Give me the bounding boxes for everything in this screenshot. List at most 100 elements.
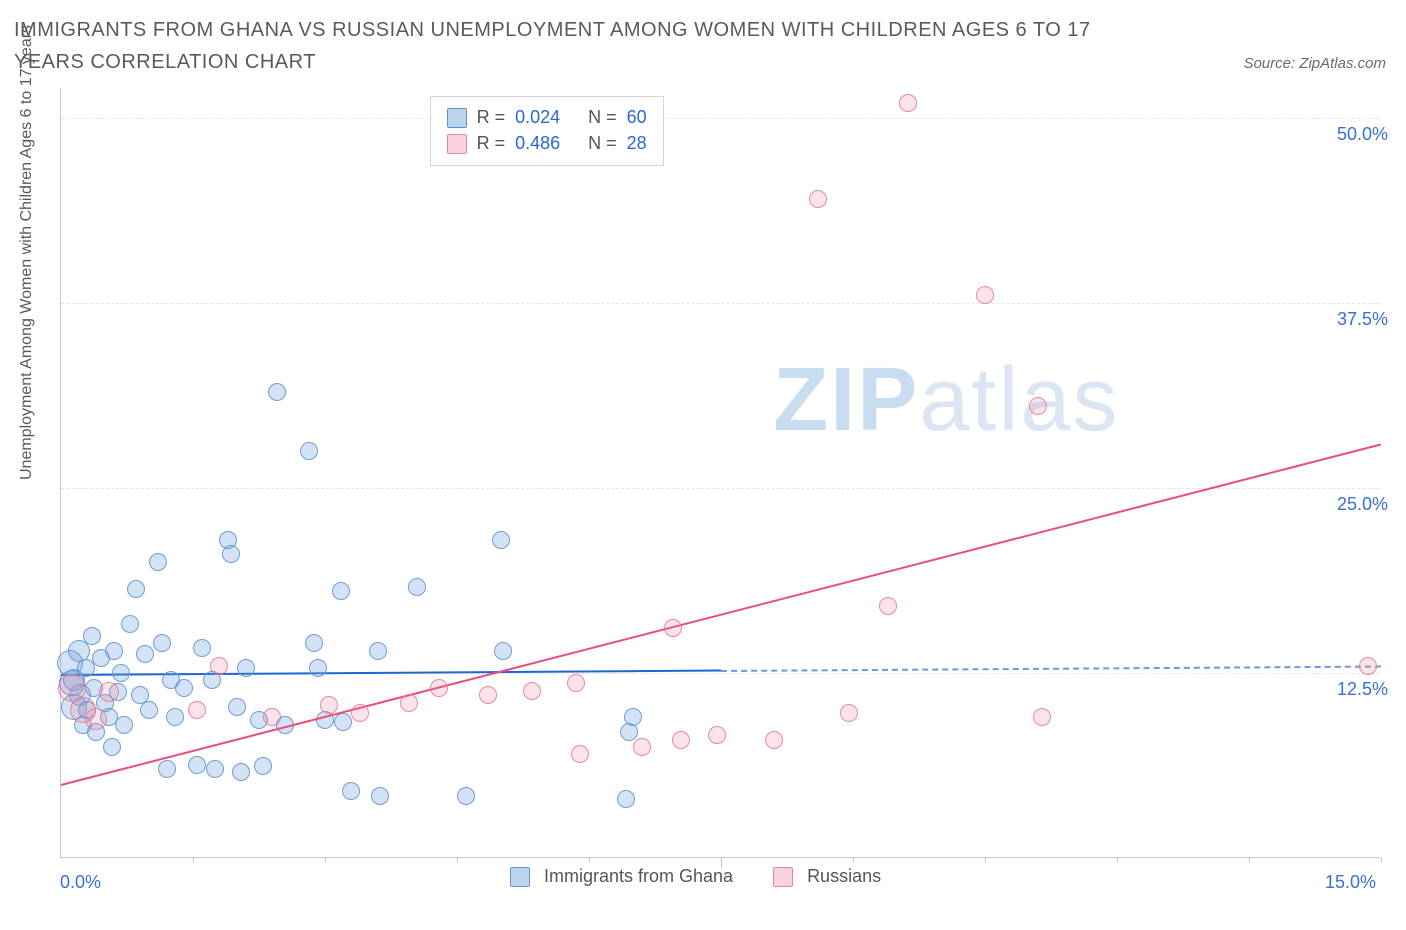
data-point	[136, 645, 154, 663]
x-tick	[589, 857, 590, 863]
x-label-left: 0.0%	[60, 872, 101, 893]
data-point	[115, 716, 133, 734]
plot-area: ZIPatlas	[60, 88, 1380, 858]
square-pink-icon	[773, 867, 793, 887]
stats-R-value: 0.486	[515, 133, 560, 154]
data-point	[765, 731, 783, 749]
data-point	[105, 642, 123, 660]
data-point	[809, 190, 827, 208]
data-point	[149, 553, 167, 571]
data-point	[369, 642, 387, 660]
data-point	[840, 704, 858, 722]
data-point	[305, 634, 323, 652]
data-point	[320, 696, 338, 714]
data-point	[492, 531, 510, 549]
y-tick-label: 37.5%	[1308, 309, 1388, 330]
data-point	[899, 94, 917, 112]
data-point	[309, 659, 327, 677]
data-point	[408, 578, 426, 596]
data-point	[624, 708, 642, 726]
data-point	[127, 580, 145, 598]
data-point	[351, 704, 369, 722]
data-point	[99, 682, 119, 702]
data-point	[567, 674, 585, 692]
data-point	[1033, 708, 1051, 726]
data-point	[1359, 657, 1377, 675]
data-point	[400, 694, 418, 712]
data-point	[571, 745, 589, 763]
data-point	[633, 738, 651, 756]
data-point	[263, 708, 281, 726]
x-tick	[193, 857, 194, 863]
data-point	[228, 698, 246, 716]
data-point	[479, 686, 497, 704]
stats-R-label: R =	[477, 133, 506, 154]
data-point	[708, 726, 726, 744]
square-blue-icon	[510, 867, 530, 887]
x-tick	[457, 857, 458, 863]
legend-label: Russians	[807, 866, 881, 887]
data-point	[342, 782, 360, 800]
data-point	[112, 664, 130, 682]
data-point	[371, 787, 389, 805]
data-point	[210, 657, 228, 675]
square-pink-icon	[447, 134, 467, 154]
data-point	[153, 634, 171, 652]
x-tick	[1381, 857, 1382, 863]
bottom-legend: Immigrants from Ghana Russians	[510, 866, 907, 887]
data-point	[222, 545, 240, 563]
data-point	[457, 787, 475, 805]
data-point	[300, 442, 318, 460]
data-point	[334, 713, 352, 731]
stats-row: R =0.024N =60	[447, 105, 647, 131]
y-tick-label: 25.0%	[1308, 494, 1388, 515]
data-point	[232, 763, 250, 781]
data-point	[206, 760, 224, 778]
data-point	[879, 597, 897, 615]
chart-title: IMMIGRANTS FROM GHANA VS RUSSIAN UNEMPLO…	[14, 14, 1114, 78]
stats-N-value: 60	[627, 107, 647, 128]
data-point	[85, 708, 107, 730]
data-point	[617, 790, 635, 808]
stats-box: R = 0.024 N = 60 R = 0.486 N = 28	[430, 96, 664, 166]
data-point	[237, 659, 255, 677]
data-point	[175, 679, 193, 697]
x-label-right: 15.0%	[1325, 872, 1376, 893]
watermark-bold: ZIP	[773, 350, 919, 450]
data-point	[188, 756, 206, 774]
data-point	[672, 731, 690, 749]
stats-row: R = 0.486 N = 28	[447, 131, 647, 157]
data-point	[140, 701, 158, 719]
y-tick-label: 50.0%	[1308, 124, 1388, 145]
gridline	[61, 488, 1380, 489]
data-point	[664, 619, 682, 637]
data-point	[494, 642, 512, 660]
data-point	[158, 760, 176, 778]
gridline	[61, 303, 1380, 304]
y-tick-label: 12.5%	[1308, 679, 1388, 700]
watermark-rest: atlas	[919, 350, 1119, 450]
legend-label: Immigrants from Ghana	[544, 866, 733, 887]
data-point	[1029, 397, 1047, 415]
stats-N-value: 28	[627, 133, 647, 154]
data-point	[103, 738, 121, 756]
data-point	[976, 286, 994, 304]
data-point	[188, 701, 206, 719]
stats-N-label: N =	[588, 133, 617, 154]
data-point	[193, 639, 211, 657]
x-tick	[853, 857, 854, 863]
data-point	[332, 582, 350, 600]
watermark: ZIPatlas	[773, 349, 1119, 452]
data-point	[166, 708, 184, 726]
x-tick	[1117, 857, 1118, 863]
data-point	[430, 679, 448, 697]
y-axis-title: Unemployment Among Women with Children A…	[18, 25, 36, 480]
x-tick	[985, 857, 986, 863]
data-point	[83, 627, 101, 645]
data-point	[268, 383, 286, 401]
stats-N-label: N =	[588, 107, 617, 128]
data-point	[121, 615, 139, 633]
x-tick	[1249, 857, 1250, 863]
source-label: Source: ZipAtlas.com	[1243, 55, 1386, 72]
stats-R-value: 0.024	[515, 107, 560, 128]
